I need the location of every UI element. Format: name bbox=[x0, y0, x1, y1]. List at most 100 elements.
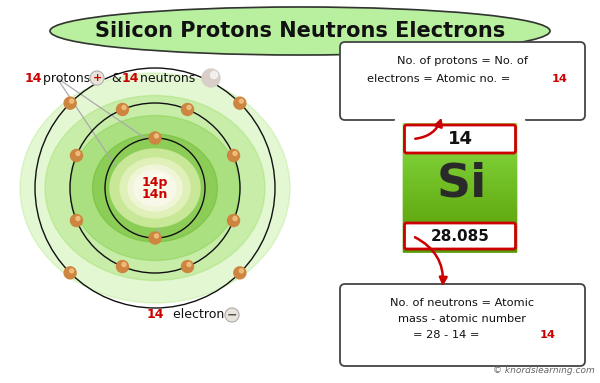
Ellipse shape bbox=[45, 95, 265, 280]
Circle shape bbox=[90, 71, 104, 85]
Text: +: + bbox=[92, 73, 101, 83]
Circle shape bbox=[187, 105, 191, 110]
Text: electrons = Atomic no. =: electrons = Atomic no. = bbox=[367, 74, 514, 84]
Bar bbox=[403, 171, 517, 175]
Bar bbox=[403, 139, 517, 142]
Circle shape bbox=[116, 260, 128, 273]
Bar bbox=[403, 220, 517, 224]
Ellipse shape bbox=[20, 73, 290, 303]
Bar bbox=[403, 249, 517, 253]
Text: 14: 14 bbox=[146, 308, 164, 321]
Ellipse shape bbox=[92, 134, 218, 242]
Ellipse shape bbox=[134, 170, 176, 206]
Text: neutrons: neutrons bbox=[136, 72, 195, 85]
Bar bbox=[403, 226, 517, 230]
Circle shape bbox=[239, 99, 244, 103]
Bar bbox=[403, 181, 517, 185]
Circle shape bbox=[234, 97, 246, 109]
FancyArrowPatch shape bbox=[415, 120, 442, 139]
Bar bbox=[403, 162, 517, 165]
Circle shape bbox=[227, 214, 239, 226]
Ellipse shape bbox=[149, 174, 169, 190]
Bar bbox=[403, 239, 517, 243]
Bar bbox=[403, 243, 517, 247]
Text: mass - atomic number: mass - atomic number bbox=[398, 314, 526, 324]
Text: 14: 14 bbox=[540, 330, 556, 340]
Bar bbox=[403, 155, 517, 159]
Bar bbox=[403, 246, 517, 250]
FancyBboxPatch shape bbox=[404, 223, 515, 249]
Circle shape bbox=[225, 308, 239, 322]
Bar bbox=[403, 217, 517, 221]
Ellipse shape bbox=[120, 158, 190, 218]
Text: 14: 14 bbox=[448, 130, 472, 148]
Circle shape bbox=[233, 151, 237, 155]
Bar bbox=[403, 129, 517, 133]
Circle shape bbox=[227, 149, 239, 162]
Circle shape bbox=[76, 151, 80, 155]
Bar bbox=[403, 142, 517, 146]
Text: 14p: 14p bbox=[142, 175, 168, 188]
Text: 14: 14 bbox=[552, 74, 568, 84]
Circle shape bbox=[116, 103, 128, 115]
Bar bbox=[403, 149, 517, 152]
Text: 14n: 14n bbox=[142, 188, 168, 200]
Text: electrons: electrons bbox=[169, 308, 231, 321]
Circle shape bbox=[187, 262, 191, 267]
Text: Silicon Protons Neutrons Electrons: Silicon Protons Neutrons Electrons bbox=[95, 21, 505, 41]
Circle shape bbox=[211, 72, 217, 79]
Circle shape bbox=[70, 269, 74, 273]
Text: = 28 - 14 =: = 28 - 14 = bbox=[413, 330, 484, 340]
Bar bbox=[403, 178, 517, 182]
Bar bbox=[403, 233, 517, 237]
Text: 14: 14 bbox=[122, 72, 140, 85]
Circle shape bbox=[122, 105, 126, 110]
Bar bbox=[403, 168, 517, 172]
FancyBboxPatch shape bbox=[340, 42, 585, 120]
Circle shape bbox=[70, 99, 74, 103]
Bar bbox=[403, 152, 517, 155]
FancyBboxPatch shape bbox=[340, 284, 585, 366]
Circle shape bbox=[182, 103, 194, 115]
Circle shape bbox=[149, 232, 161, 244]
Ellipse shape bbox=[128, 165, 182, 211]
Ellipse shape bbox=[50, 7, 550, 55]
Bar bbox=[403, 200, 517, 204]
Bar bbox=[403, 204, 517, 208]
Bar bbox=[403, 123, 517, 126]
Bar bbox=[403, 210, 517, 214]
Circle shape bbox=[70, 149, 82, 162]
Text: Si: Si bbox=[437, 162, 487, 206]
Text: No. of neutrons = Atomic: No. of neutrons = Atomic bbox=[391, 298, 535, 308]
Bar bbox=[403, 158, 517, 162]
Circle shape bbox=[202, 69, 220, 87]
Text: −: − bbox=[227, 308, 237, 321]
Bar bbox=[403, 132, 517, 136]
Bar bbox=[403, 223, 517, 227]
Ellipse shape bbox=[70, 116, 240, 260]
Text: protons: protons bbox=[39, 72, 90, 85]
Circle shape bbox=[70, 214, 82, 226]
Bar bbox=[403, 194, 517, 198]
Circle shape bbox=[64, 97, 76, 109]
Bar bbox=[403, 197, 517, 201]
FancyArrowPatch shape bbox=[415, 237, 446, 283]
Circle shape bbox=[233, 216, 237, 221]
Text: &: & bbox=[108, 72, 126, 85]
Circle shape bbox=[155, 234, 158, 238]
Circle shape bbox=[76, 216, 80, 221]
Circle shape bbox=[234, 267, 246, 279]
Bar bbox=[403, 145, 517, 149]
Bar bbox=[403, 207, 517, 211]
Bar bbox=[403, 188, 517, 191]
Bar bbox=[403, 126, 517, 129]
Circle shape bbox=[239, 269, 244, 273]
Bar bbox=[403, 191, 517, 195]
Circle shape bbox=[64, 267, 76, 279]
Text: No. of protons = No. of: No. of protons = No. of bbox=[397, 56, 528, 66]
Bar bbox=[403, 184, 517, 188]
Circle shape bbox=[182, 260, 194, 273]
Bar bbox=[403, 175, 517, 178]
Circle shape bbox=[149, 132, 161, 144]
Text: © knordslearning.com: © knordslearning.com bbox=[493, 366, 595, 375]
